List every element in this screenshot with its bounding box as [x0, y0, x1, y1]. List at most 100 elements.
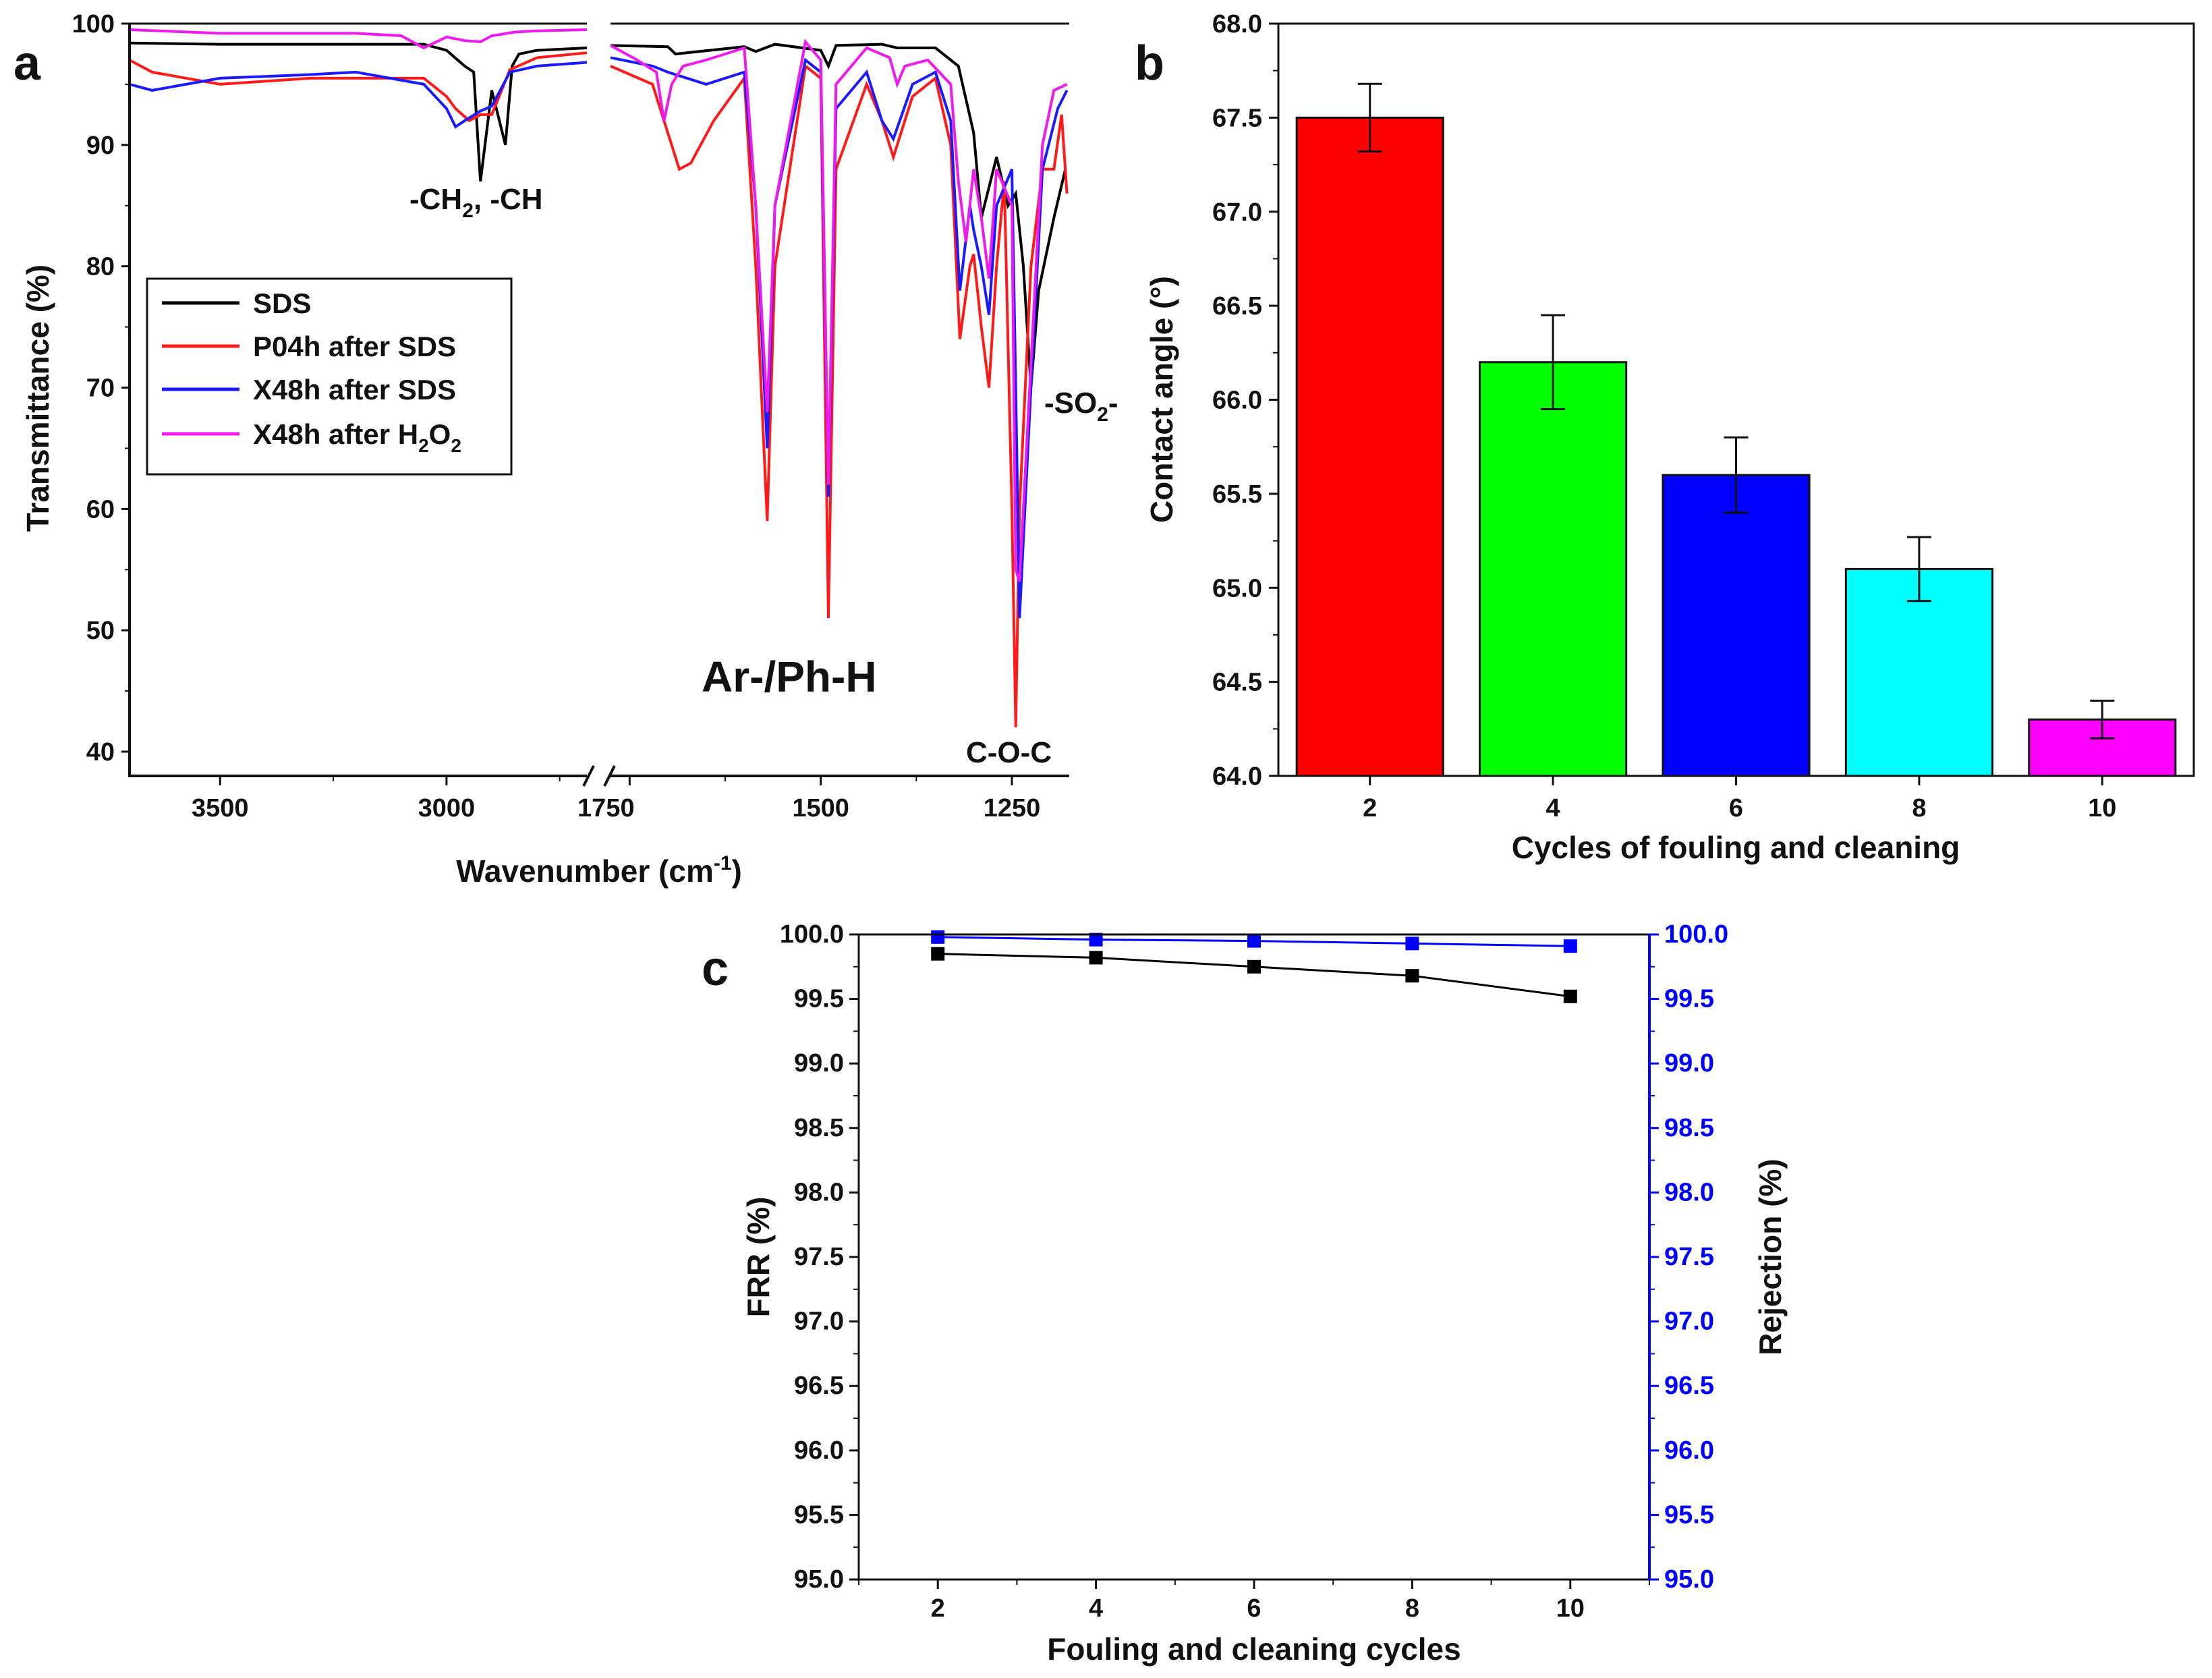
y-tick-label: 60	[86, 495, 115, 524]
left-y-tick-label: 97.0	[794, 1308, 844, 1336]
left-y-tick-label: 97.5	[794, 1243, 844, 1271]
x-tick-label: 1500	[792, 794, 849, 822]
marker-frr-cycle-10	[1563, 989, 1577, 1003]
series-line-2-right-segment	[610, 56, 1069, 619]
left-y-tick-label: 96.0	[794, 1436, 844, 1465]
panel-a-axis-frame	[128, 24, 1069, 777]
panel-b-x-axis-title: Cycles of fouling and cleaning	[1512, 830, 1960, 865]
annotation-coc: C-O-C	[966, 736, 1052, 769]
x-tick-label: 6	[1247, 1594, 1261, 1623]
legend-label-x48h-h2o2: X48h after H2O2	[253, 418, 461, 456]
x-tick-label: 2	[1363, 794, 1377, 822]
annotation-ch2-ch: -CH2, -CH	[409, 183, 543, 222]
x-tick-label: 3500	[192, 794, 249, 822]
legend-label-p04h: P04h after SDS	[253, 331, 456, 362]
panel-b-contact-angle-chart: b 2 4 6 8 10 64.0 64.5 65.0 65.5 66.0 66.5 67.0 67.5…	[1135, 10, 2195, 865]
y-tick-label: 80	[86, 253, 115, 281]
x-tick-label: 4	[1089, 1594, 1103, 1623]
y-tick-label: 67.5	[1212, 104, 1262, 132]
panel-a-y-axis-title: Transmittance (%)	[20, 264, 55, 532]
series-line-0-left-segment	[129, 41, 588, 182]
left-y-tick-label: 99.0	[794, 1049, 844, 1078]
panel-c-x-axis-title: Fouling and cleaning cycles	[1047, 1631, 1461, 1667]
left-y-tick-label: 96.5	[794, 1372, 844, 1400]
y-tick-label: 66.5	[1212, 292, 1262, 320]
x-tick-label: 6	[1729, 794, 1743, 822]
y-tick-label: 40	[86, 738, 115, 766]
left-y-tick-label: 98.5	[794, 1114, 844, 1142]
axis-break-mark-left	[582, 765, 595, 787]
panel-c-frame	[857, 933, 1651, 1581]
left-y-tick-label: 98.0	[794, 1178, 844, 1206]
x-tick-label: 3000	[418, 794, 476, 822]
panel-a-label: a	[13, 36, 41, 90]
legend-box	[146, 277, 513, 476]
right-y-tick-label: 95.5	[1664, 1501, 1714, 1529]
x-tick-label: 2	[931, 1594, 945, 1623]
x-tick-label: 8	[1912, 794, 1926, 822]
right-y-tick-label: 100.0	[1664, 920, 1728, 949]
x-tick-label: 1250	[984, 794, 1041, 822]
panel-a-legend: SDS P04h after SDS X48h after SDS X48h a…	[146, 277, 513, 476]
axis-break-mark-right	[603, 765, 616, 787]
bar-cycle-4	[1479, 361, 1628, 777]
panel-c-label: c	[702, 942, 729, 996]
legend-label-sds: SDS	[253, 287, 311, 319]
x-tick-label: 8	[1405, 1594, 1419, 1623]
panel-b-y-axis-title: Contact angle (°)	[1144, 276, 1179, 523]
x-tick-label: 10	[2088, 794, 2116, 822]
y-tick-label: 65.5	[1212, 480, 1262, 509]
y-tick-label: 67.0	[1212, 198, 1262, 227]
y-tick-label: 50	[86, 617, 115, 645]
y-tick-label: 64.5	[1212, 669, 1262, 697]
x-tick-label: 10	[1556, 1594, 1585, 1623]
right-y-tick-label: 98.0	[1664, 1178, 1714, 1206]
right-y-tick-label: 96.0	[1664, 1436, 1714, 1465]
y-tick-label: 100	[72, 10, 115, 38]
x-tick-label: 4	[1546, 794, 1560, 822]
series-line-1-right-segment	[610, 63, 1069, 728]
right-y-tick-label: 97.5	[1664, 1243, 1714, 1271]
y-tick-label: 70	[86, 374, 115, 403]
y-tick-label: 64.0	[1212, 762, 1262, 791]
y-tick-label: 68.0	[1212, 10, 1262, 38]
right-y-tick-label: 98.5	[1664, 1114, 1714, 1142]
panel-c-right-y-axis-title: Rejection (%)	[1753, 1158, 1788, 1355]
marker-rejection-cycle-4	[1089, 932, 1103, 947]
series-line-0-right-segment	[610, 43, 1067, 388]
marker-rejection-cycle-6	[1247, 934, 1261, 948]
marker-rejection-cycle-8	[1405, 936, 1419, 951]
panel-c-left-y-axis-title: FRR (%)	[741, 1197, 776, 1318]
marker-rejection-cycle-10	[1563, 939, 1577, 953]
right-y-tick-label: 96.5	[1664, 1372, 1714, 1400]
y-tick-label: 66.0	[1212, 387, 1262, 415]
marker-frr-cycle-4	[1089, 951, 1103, 965]
marker-frr-cycle-8	[1405, 969, 1419, 983]
marker-frr-cycle-6	[1247, 959, 1261, 974]
bar-cycle-8	[1844, 567, 1993, 777]
series-line-2-left-segment	[129, 61, 588, 129]
panel-a-x-axis-title: Wavenumber (cm-1)	[456, 852, 742, 889]
x-tick-label: 1750	[577, 794, 635, 822]
marker-frr-cycle-2	[931, 947, 945, 961]
legend-label-x48h-sds: X48h after SDS	[253, 374, 456, 405]
marker-rejection-cycle-2	[931, 930, 945, 944]
right-y-tick-label: 99.0	[1664, 1049, 1714, 1078]
left-y-tick-label: 100.0	[780, 920, 844, 949]
bar-cycle-2	[1295, 116, 1444, 777]
panel-c-frr-rejection-chart: c 2 4 6 8 10 95.0 95.0 95.5 95.5 96.0 96.0 96.5 96.5…	[702, 920, 1788, 1667]
panel-a-ftir-chart: a 40 50 60 70 80 90 100 3500 3000 1750 1500 1250 Wa…	[13, 10, 1118, 889]
right-y-tick-label: 99.5	[1664, 985, 1714, 1013]
right-y-tick-label: 97.0	[1664, 1308, 1714, 1336]
series-line-1-left-segment	[129, 51, 588, 123]
series-line-3-left-segment	[129, 28, 588, 50]
y-tick-label: 65.0	[1212, 574, 1262, 603]
series-line-3-right-segment	[610, 38, 1068, 582]
bar-cycle-6	[1662, 474, 1811, 777]
left-y-tick-label: 95.5	[794, 1501, 844, 1529]
left-y-tick-label: 99.5	[794, 985, 844, 1013]
y-tick-label: 90	[86, 132, 115, 160]
annotation-so2: -SO2-	[1044, 387, 1118, 426]
left-y-tick-label: 95.0	[794, 1565, 844, 1594]
